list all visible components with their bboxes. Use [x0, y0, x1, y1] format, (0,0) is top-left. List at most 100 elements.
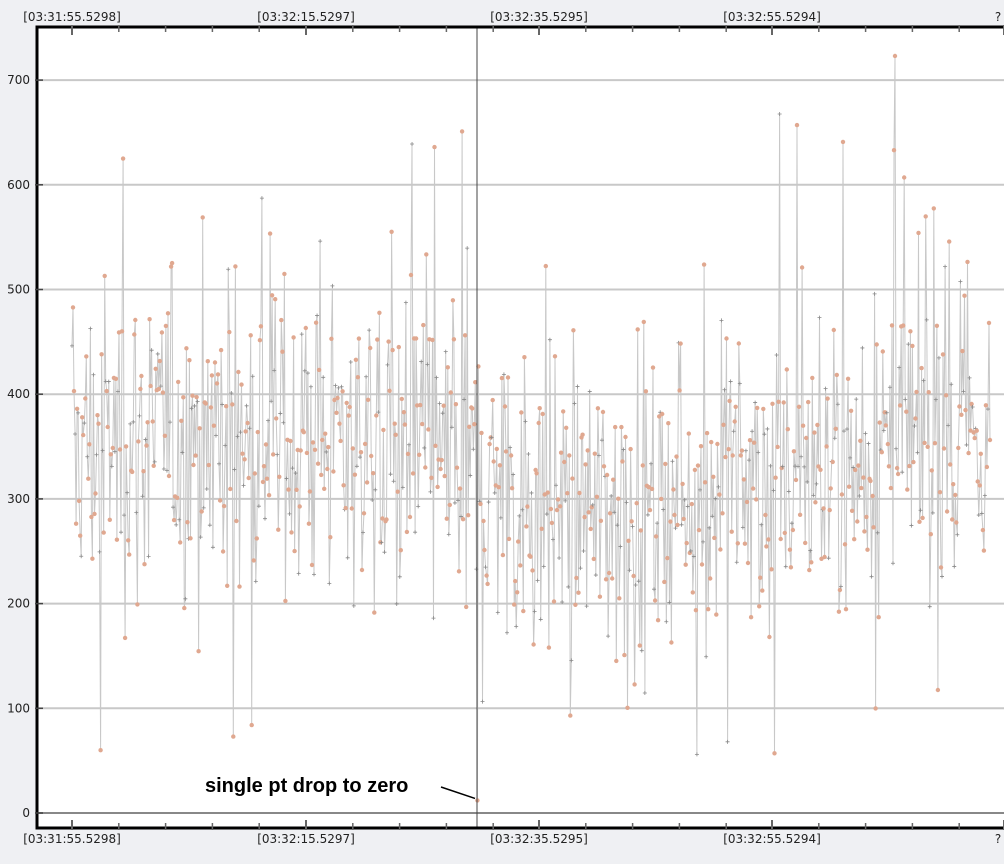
data-point [185, 520, 190, 525]
data-point [346, 413, 351, 418]
data-point [714, 612, 719, 617]
data-point [986, 320, 992, 326]
data-point [697, 487, 702, 492]
data-point [226, 267, 231, 272]
data-point [744, 499, 750, 505]
data-point [689, 501, 694, 507]
data-point [221, 503, 227, 509]
data-point [263, 442, 269, 447]
data-point [563, 498, 568, 503]
data-point [489, 435, 494, 440]
data-point [662, 579, 667, 585]
data-point [264, 476, 270, 481]
data-point [557, 504, 563, 509]
data-point [952, 564, 957, 569]
data-point [777, 112, 782, 117]
data-point [146, 554, 151, 559]
data-point [609, 493, 614, 498]
data-point [796, 464, 801, 469]
data-point [524, 524, 529, 529]
data-point [875, 530, 880, 535]
data-point [398, 548, 403, 553]
data-point [983, 403, 989, 408]
data-point [616, 496, 621, 501]
data-point [660, 411, 665, 417]
data-point [312, 447, 318, 452]
data-point [445, 365, 450, 370]
data-point [351, 603, 356, 608]
data-point [707, 525, 712, 530]
data-point [153, 366, 158, 371]
data-point [813, 500, 818, 505]
data-point [194, 394, 199, 400]
data-point [709, 439, 714, 445]
data-point [240, 451, 245, 456]
data-point [643, 389, 649, 394]
data-point [205, 359, 210, 364]
data-point [455, 498, 460, 503]
data-point [231, 734, 236, 739]
data-point [778, 536, 783, 542]
data-point [451, 337, 457, 342]
data-point [575, 384, 580, 389]
data-point [90, 556, 95, 561]
data-point [929, 468, 934, 473]
data-point [726, 447, 731, 452]
data-point [901, 323, 906, 328]
data-point [490, 397, 495, 403]
data-point [396, 344, 401, 350]
data-point [622, 652, 627, 658]
data-point [588, 526, 593, 532]
data-point [373, 487, 378, 492]
data-point [612, 510, 617, 515]
data-point [440, 411, 445, 416]
data-point [94, 452, 99, 457]
data-point [756, 450, 761, 455]
data-point [151, 463, 156, 468]
data-point [444, 516, 449, 521]
data-point [207, 523, 212, 528]
data-point [514, 624, 519, 629]
data-point [114, 537, 120, 542]
data-point [474, 567, 479, 572]
data-point [321, 375, 326, 380]
data-point [89, 514, 94, 520]
data-point [328, 535, 333, 540]
data-point [897, 403, 903, 408]
data-point [460, 517, 466, 522]
data-point [635, 327, 640, 332]
data-point [375, 337, 380, 342]
data-point [305, 371, 310, 376]
data-point [982, 493, 987, 498]
data-point [548, 506, 554, 512]
data-point [793, 477, 799, 483]
x-tick-label-top: [03:32:55.5294] [723, 10, 821, 24]
data-point [619, 424, 624, 430]
data-point [382, 550, 387, 555]
data-point [287, 511, 292, 516]
data-point [758, 575, 763, 580]
data-point [426, 427, 431, 432]
series-line [71, 55, 991, 801]
data-point [501, 372, 506, 377]
data-point [857, 493, 862, 498]
data-point [725, 739, 730, 744]
data-point [691, 554, 696, 559]
data-point [182, 605, 187, 611]
data-point [799, 454, 804, 459]
data-point [362, 441, 368, 447]
data-point [716, 484, 721, 489]
data-point [416, 504, 421, 509]
data-point [987, 437, 993, 443]
data-point [597, 594, 603, 599]
data-point [410, 141, 415, 146]
data-point [668, 519, 673, 524]
data-point [369, 453, 374, 459]
data-point [508, 445, 513, 450]
data-point [120, 156, 126, 161]
data-point [775, 444, 780, 450]
data-point [747, 438, 753, 443]
data-point [809, 560, 814, 565]
data-point [368, 345, 373, 351]
data-point [858, 438, 863, 443]
